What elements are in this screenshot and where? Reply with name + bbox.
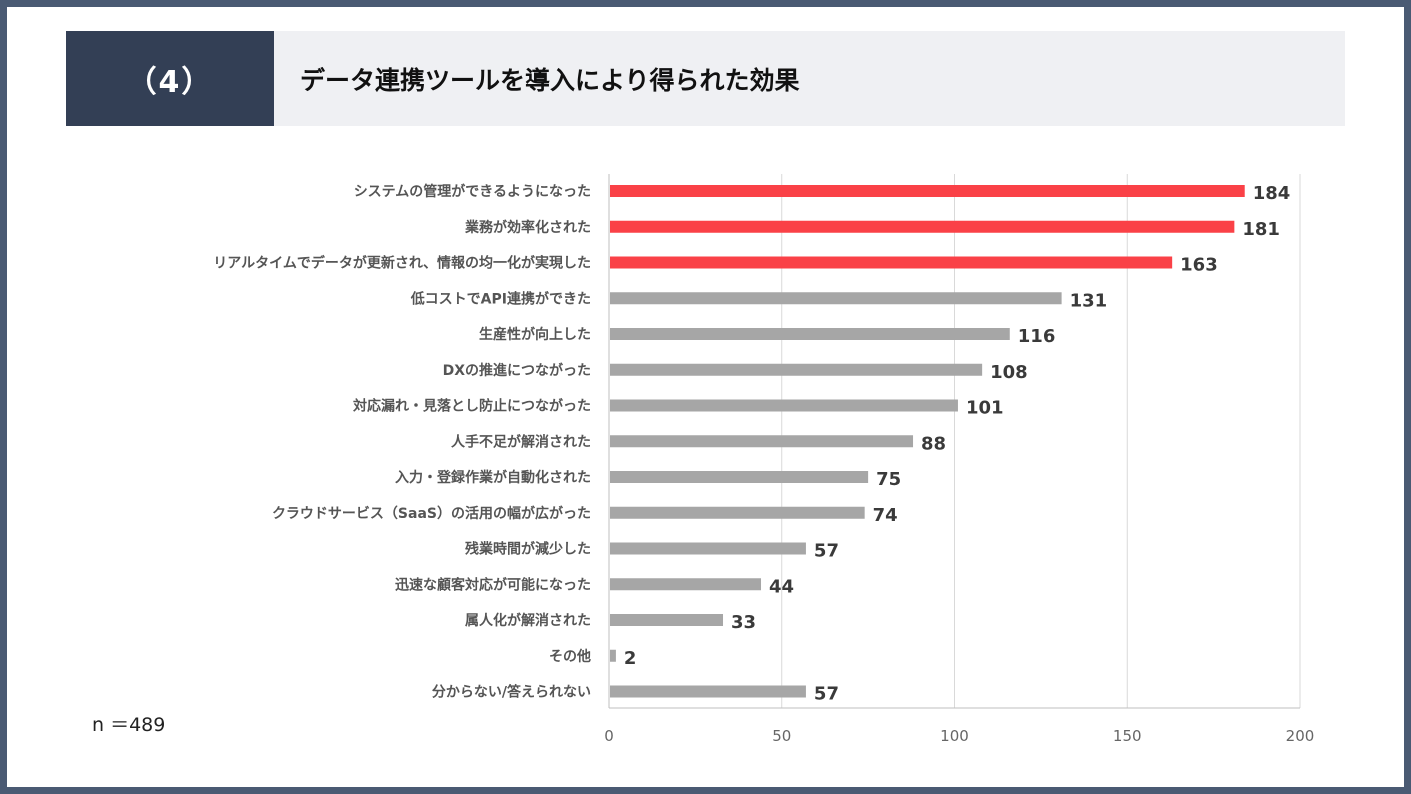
value-label: 116 (1018, 326, 1056, 347)
bar (610, 220, 1235, 233)
value-label: 184 (1253, 183, 1291, 204)
bar (610, 435, 914, 448)
category-label: 残業時間が減少した (465, 541, 591, 558)
bar (610, 363, 983, 376)
category-label: クラウドサービス（SaaS）の活用の幅が広がった (272, 505, 591, 522)
bar (610, 685, 806, 698)
category-label: その他 (549, 648, 591, 665)
value-label: 57 (814, 541, 839, 562)
value-label: 131 (1070, 290, 1108, 311)
category-label: 分からない/答えられない (432, 684, 591, 701)
bar (610, 399, 958, 412)
title-banner: データ連携ツールを導入により得られた効果 (274, 31, 1345, 126)
section-number: （4） (66, 31, 274, 126)
category-label: リアルタイムでデータが更新され、情報の均一化が実現した (213, 255, 591, 272)
value-label: 181 (1242, 219, 1280, 240)
bar (610, 256, 1173, 269)
value-label: 33 (731, 612, 756, 633)
value-label: 2 (624, 648, 637, 669)
category-label: 低コストでAPI連携ができた (410, 290, 591, 307)
category-label: 属人化が解消された (465, 612, 591, 629)
bar (610, 614, 724, 626)
sample-size-note: n ＝489 (92, 714, 166, 736)
bar (610, 471, 869, 483)
value-label: 74 (873, 505, 898, 526)
x-tick-label: 0 (604, 727, 614, 745)
value-label: 57 (814, 684, 839, 705)
category-label: 入力・登録作業が自動化された (395, 469, 591, 486)
category-label: 業務が効率化された (464, 219, 591, 236)
category-label: 迅速な顧客対応が可能になった (395, 576, 591, 593)
value-label: 163 (1180, 255, 1218, 276)
value-label: 44 (769, 576, 794, 597)
bar (610, 542, 806, 555)
value-label: 108 (990, 362, 1028, 383)
x-tick-label: 200 (1286, 727, 1315, 745)
x-tick-label: 100 (940, 727, 969, 745)
x-tick-label: 50 (772, 727, 791, 745)
slide: （4） データ連携ツールを導入により得られた効果 n ＝489 (7, 7, 1404, 787)
category-label: 生産性が向上した (479, 326, 591, 343)
bar (610, 328, 1010, 340)
value-label: 101 (966, 398, 1004, 419)
bar (610, 506, 865, 519)
category-label: DXの推進につながった (443, 362, 591, 379)
page-title: データ連携ツールを導入により得られた効果 (300, 65, 800, 95)
bar (610, 649, 616, 662)
x-tick-label: 150 (1113, 727, 1142, 745)
bar (610, 578, 762, 591)
category-label: 人手不足が解消された (451, 433, 591, 450)
category-label: システムの管理ができるようになった (354, 183, 591, 200)
bar (610, 185, 1245, 197)
category-label: 対応漏れ・見落とし防止につながった (352, 398, 591, 415)
value-label: 75 (876, 469, 901, 490)
value-label: 88 (921, 433, 946, 454)
bar (610, 292, 1062, 305)
